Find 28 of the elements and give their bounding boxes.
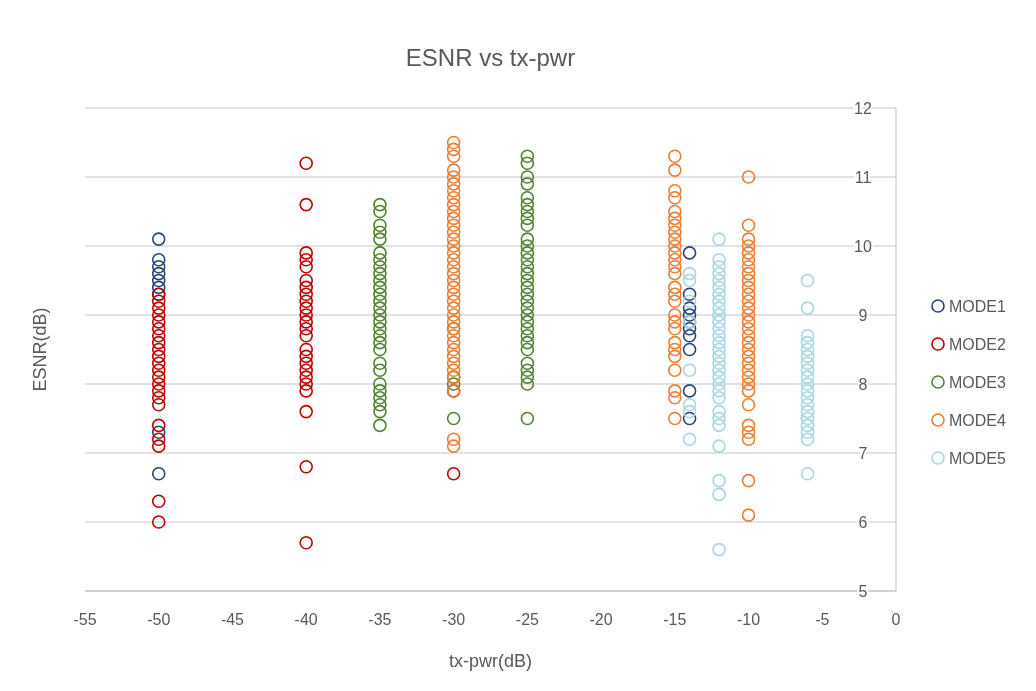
chart-title: ESNR vs tx-pwr xyxy=(405,44,576,71)
x-tick-label: -5 xyxy=(815,611,830,628)
x-tick-label: -55 xyxy=(73,611,97,628)
y-tick-label: 5 xyxy=(858,583,868,600)
x-tick-label: -15 xyxy=(663,611,687,628)
x-axis-title: tx-pwr(dB) xyxy=(448,651,533,671)
legend-label: MODE5 xyxy=(949,450,1006,467)
y-tick-label: 6 xyxy=(858,514,868,531)
legend-label: MODE4 xyxy=(949,412,1006,429)
x-tick-label: -45 xyxy=(220,611,245,628)
x-tick-label: -25 xyxy=(515,611,540,628)
x-tick-label: 0 xyxy=(891,611,901,628)
x-tick-label: -10 xyxy=(736,611,761,628)
x-tick-label: -20 xyxy=(589,611,613,628)
y-tick-label: 11 xyxy=(854,169,872,186)
y-tick-label: 9 xyxy=(858,307,868,324)
legend-label: MODE3 xyxy=(949,374,1006,391)
x-tick-label: -40 xyxy=(294,611,318,628)
y-tick-label: 8 xyxy=(858,376,868,393)
legend-label: MODE1 xyxy=(949,298,1006,315)
y-tick-label: 12 xyxy=(854,100,872,117)
x-tick-label: -30 xyxy=(442,611,466,628)
legend-label: MODE2 xyxy=(949,336,1006,353)
x-tick-label: -35 xyxy=(368,611,392,628)
y-axis-title: ESNR(dB) xyxy=(30,307,50,392)
y-tick-label: 7 xyxy=(858,445,868,462)
y-tick-label: 10 xyxy=(854,238,872,255)
x-tick-label: -50 xyxy=(147,611,171,628)
